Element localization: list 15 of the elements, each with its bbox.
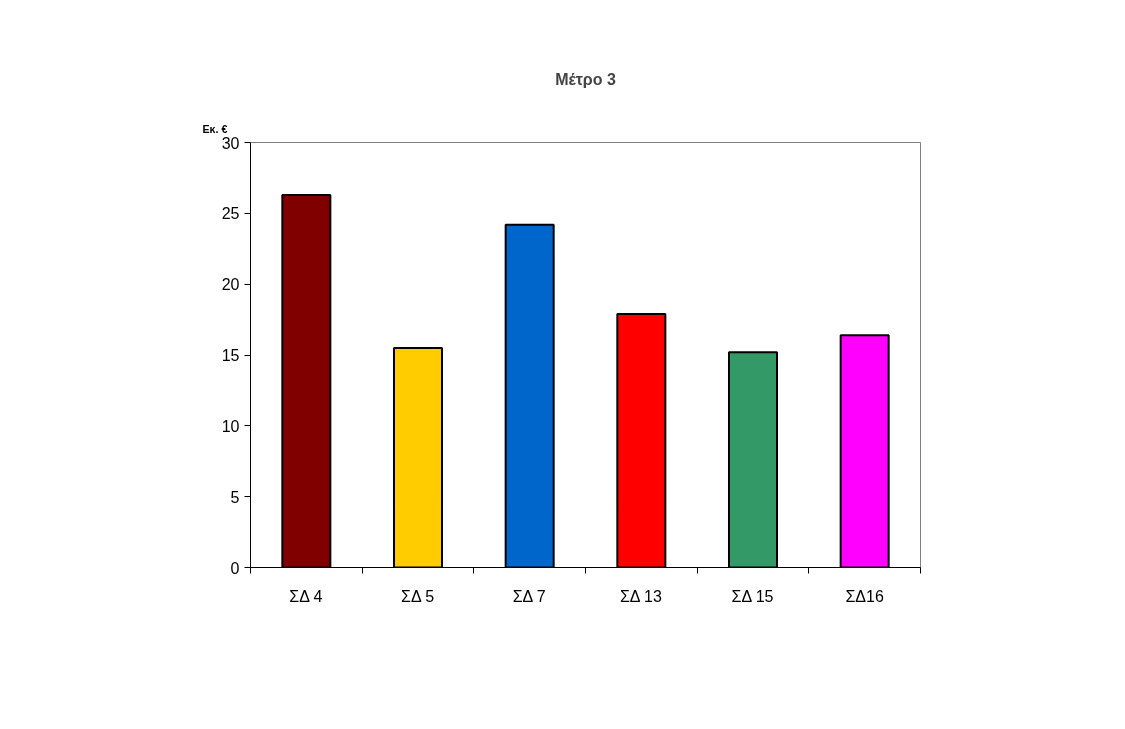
- x-tick-label: ΣΔ 13: [619, 587, 662, 605]
- y-tick-label: 0: [230, 559, 240, 577]
- x-tick-label: ΣΔ 4: [289, 587, 323, 605]
- y-tick-label: 15: [221, 347, 240, 364]
- x-tick-label: ΣΔ16: [845, 587, 884, 605]
- x-tick-label: ΣΔ 7: [512, 587, 546, 605]
- y-tick-label: 30: [221, 134, 240, 152]
- y-tick-label: 10: [221, 417, 240, 435]
- y-tick-label: 20: [221, 276, 240, 294]
- chart-title: Μέτρο 3: [555, 70, 616, 88]
- y-axis-title: Εκ. €: [202, 122, 228, 135]
- y-tick-label: 5: [230, 488, 240, 506]
- x-tick-label: ΣΔ 5: [401, 587, 435, 605]
- x-tick-label: ΣΔ 15: [731, 587, 774, 605]
- y-tick-label: 25: [221, 205, 240, 223]
